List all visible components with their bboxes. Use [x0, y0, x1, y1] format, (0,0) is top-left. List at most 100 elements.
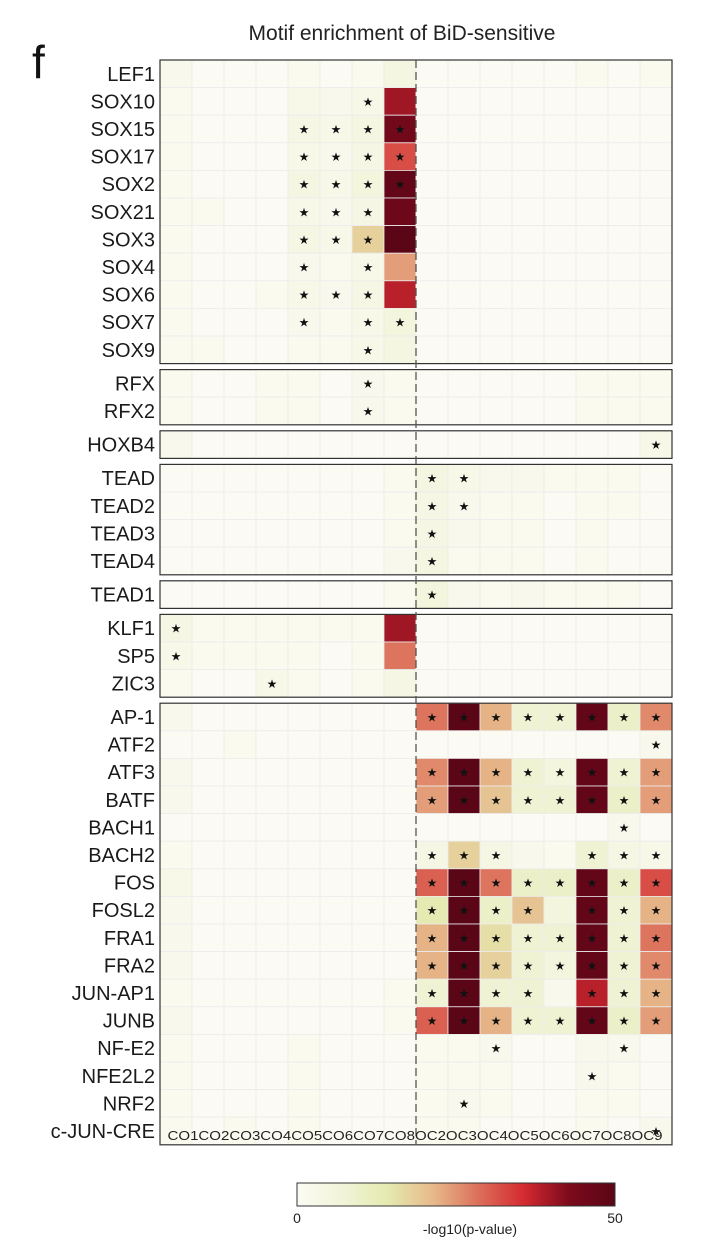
significance-star: ★ [651, 931, 662, 945]
heatmap-cell [287, 896, 321, 925]
significance-star: ★ [555, 876, 566, 890]
heatmap-cell [543, 669, 577, 698]
heatmap-cell [447, 580, 481, 609]
heatmap-cell [639, 169, 673, 199]
heatmap-cell [351, 252, 385, 282]
heatmap-cell [351, 1116, 385, 1146]
heatmap-cell [255, 641, 289, 671]
row-label: BACH1 [88, 817, 155, 839]
heatmap-cell [511, 335, 545, 365]
heatmap-cell [319, 225, 353, 254]
significance-star: ★ [427, 876, 438, 890]
heatmap-cell [607, 813, 641, 842]
heatmap-cell [159, 280, 193, 309]
significance-star: ★ [651, 438, 662, 452]
heatmap-cell [479, 1089, 513, 1118]
heatmap-cell [191, 978, 225, 1008]
heatmap-cell [511, 580, 545, 609]
significance-star: ★ [299, 205, 310, 219]
heatmap-cell [351, 519, 385, 548]
heatmap-cell [543, 978, 577, 1008]
significance-star: ★ [651, 793, 662, 807]
heatmap-cell [447, 142, 481, 171]
significance-star: ★ [299, 261, 310, 275]
significance-star: ★ [363, 205, 374, 219]
heatmap-cell [511, 430, 545, 459]
heatmap-cell [415, 702, 449, 732]
heatmap-cell [351, 813, 385, 842]
heatmap-cell [223, 614, 257, 643]
significance-star: ★ [491, 766, 502, 780]
heatmap-cell [639, 87, 673, 116]
heatmap-cell [159, 169, 193, 199]
heatmap-cell [319, 491, 353, 521]
significance-star: ★ [427, 555, 438, 569]
heatmap-cell [575, 59, 609, 89]
heatmap-cell [255, 463, 289, 493]
heatmap-cell [255, 369, 289, 398]
heatmap-cell [319, 785, 353, 815]
heatmap-cell [511, 87, 545, 116]
heatmap-cell [607, 335, 641, 365]
significance-star: ★ [491, 793, 502, 807]
heatmap-cell [447, 730, 481, 759]
heatmap-cell [159, 546, 193, 576]
heatmap-cell [255, 335, 289, 365]
heatmap-cell [383, 463, 417, 493]
heatmap-cell [223, 868, 257, 897]
heatmap-cell [575, 896, 609, 925]
heatmap-cell [479, 813, 513, 842]
significance-star: ★ [587, 876, 598, 890]
row-labels: LEF1 SOX10 SOX15 SOX17 SOX2 SOX21 SOX3 SOX4 SOX6… [51, 64, 155, 1143]
heatmap-cell [575, 491, 609, 521]
heatmap-cell [479, 546, 513, 576]
significance-star: ★ [587, 931, 598, 945]
heatmap-cell [511, 1034, 545, 1063]
heatmap-cell [511, 1089, 545, 1118]
significance-star: ★ [331, 178, 342, 192]
significance-star: ★ [299, 233, 310, 247]
heatmap-cell [543, 225, 577, 254]
significance-star: ★ [523, 793, 534, 807]
heatmap-cell [383, 868, 417, 897]
heatmap-cell [479, 280, 513, 309]
heatmap-cell [351, 396, 385, 426]
heatmap-cell [383, 951, 417, 980]
heatmap-cell [287, 813, 321, 842]
significance-star: ★ [363, 405, 374, 419]
heatmap-cell [191, 641, 225, 671]
heatmap-cell [607, 197, 641, 227]
heatmap-cell [191, 785, 225, 815]
significance-star: ★ [491, 931, 502, 945]
heatmap-cell [191, 307, 225, 337]
heatmap-cell [415, 307, 449, 337]
heatmap-cell [607, 463, 641, 493]
heatmap-cell [287, 758, 321, 787]
heatmap-cell [511, 923, 545, 953]
heatmap-cell [255, 1061, 289, 1091]
heatmap-cell [639, 491, 673, 521]
row-label: SOX2 [102, 174, 155, 196]
heatmap-cell [543, 519, 577, 548]
heatmap-cell [351, 430, 385, 459]
heatmap-cell [159, 951, 193, 980]
heatmap-cell [575, 430, 609, 459]
heatmap-cell [383, 614, 417, 643]
heatmap-cell [447, 307, 481, 337]
heatmap-cell [255, 614, 289, 643]
heatmap-cell [255, 1006, 289, 1035]
heatmap-cell [415, 59, 449, 89]
heatmap-cell [319, 396, 353, 426]
heatmap-cell [191, 580, 225, 609]
heatmap-cell [607, 1089, 641, 1118]
heatmap-cell [383, 702, 417, 732]
row-label: SOX21 [91, 202, 155, 224]
heatmap-cell [255, 307, 289, 337]
heatmap-cell [575, 114, 609, 144]
heatmap-cell [415, 669, 449, 698]
heatmap-cell [575, 1116, 609, 1146]
heatmap-cell [479, 868, 513, 897]
heatmap-cell [287, 923, 321, 953]
heatmap-cell [511, 896, 545, 925]
row-label: SOX6 [102, 285, 155, 307]
